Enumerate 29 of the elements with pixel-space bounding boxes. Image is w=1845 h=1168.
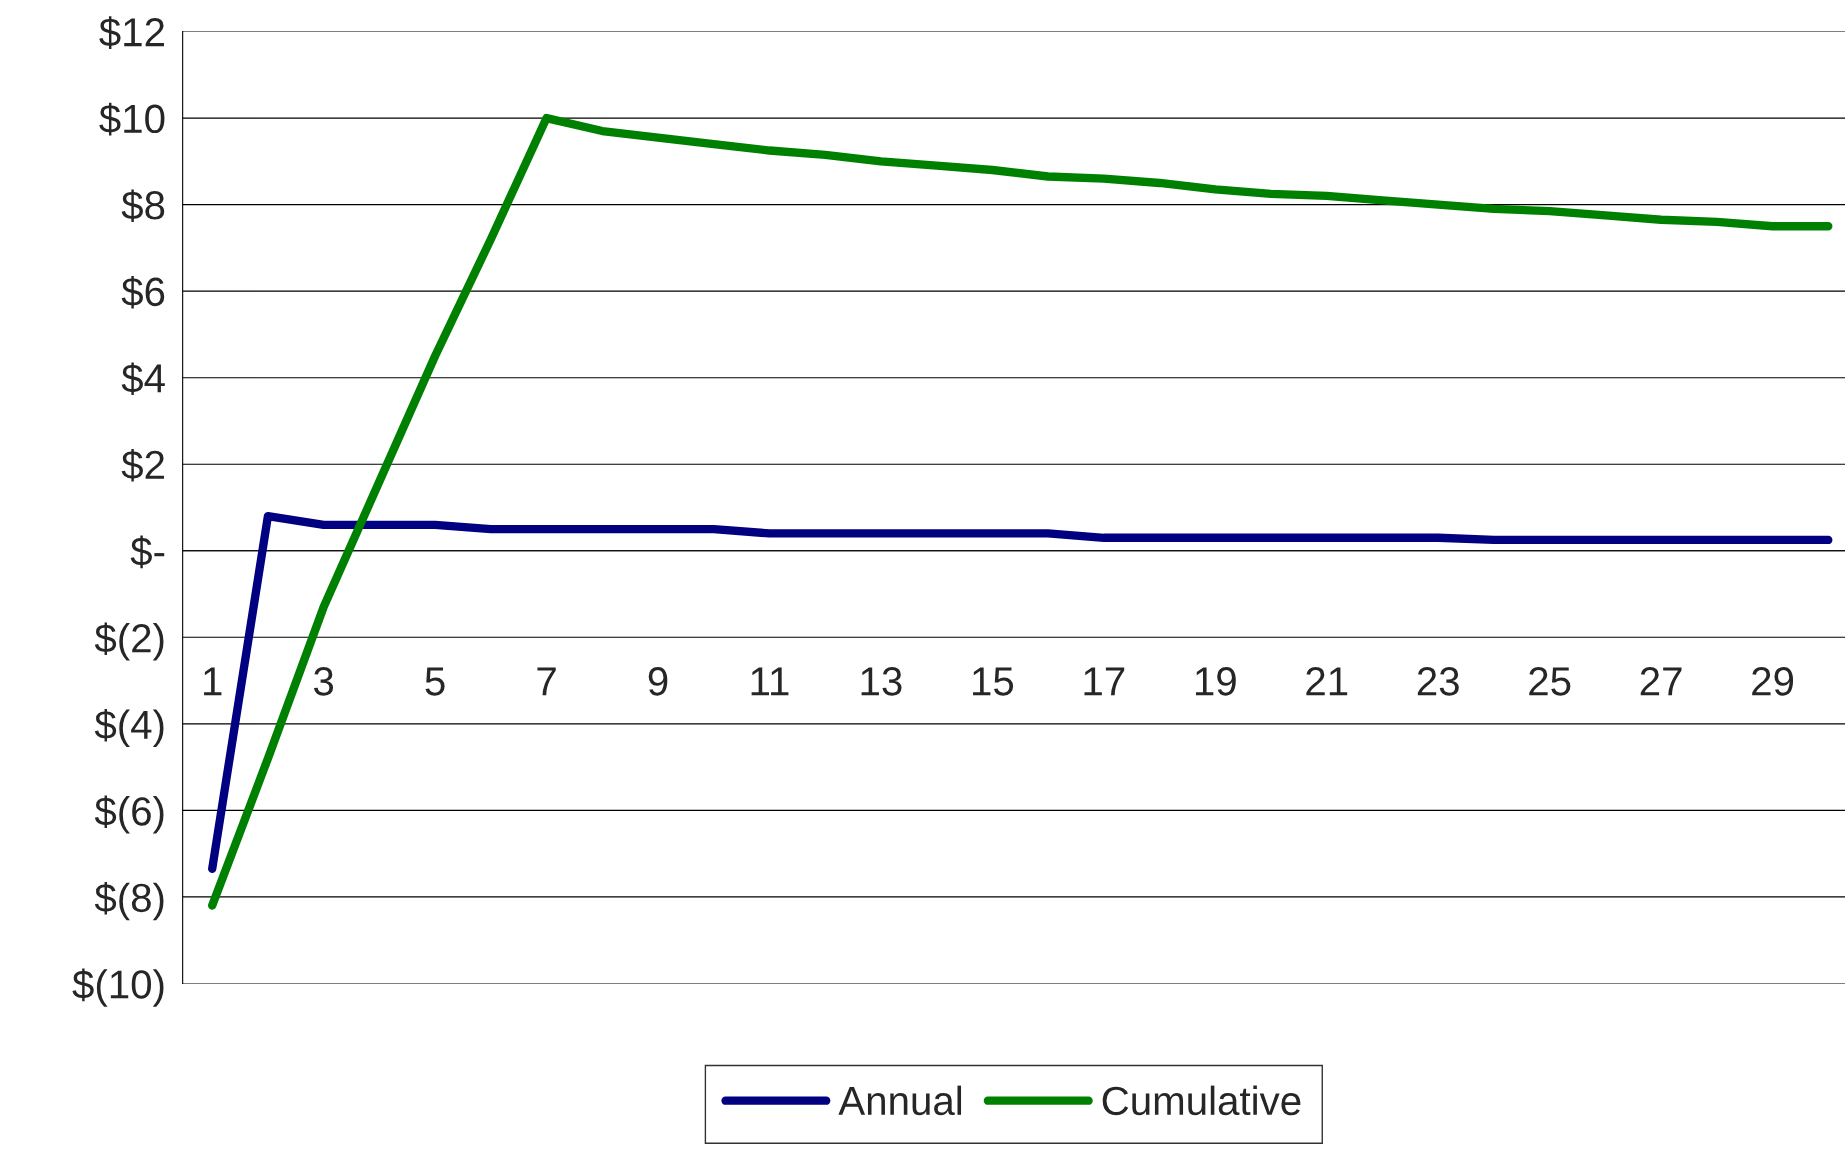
x-tick-label: 7: [537, 667, 556, 696]
y-tick-label: $(2): [94, 622, 164, 661]
x-tick-label: 27: [1640, 667, 1682, 696]
legend-label: Annual: [838, 1085, 962, 1116]
x-tick-label: 5: [425, 667, 445, 696]
x-tick-label: 13: [861, 667, 902, 696]
x-tick-label: 1: [204, 667, 222, 696]
y-tick-label: $12: [99, 16, 164, 49]
x-tick-label: 9: [648, 667, 668, 696]
y-tick-label: $8: [121, 189, 165, 222]
x-tick-label: 17: [1084, 667, 1125, 696]
x-tick-label: 23: [1417, 667, 1459, 696]
x-tick-label: 19: [1195, 667, 1236, 696]
x-tick-label: 25: [1529, 667, 1571, 696]
y-tick-label: $2: [121, 449, 164, 482]
x-tick-label: 3: [313, 667, 334, 696]
y-tick-label: $4: [121, 362, 165, 396]
y-tick-label: $-: [130, 535, 165, 569]
legend-label: Cumulative: [1102, 1085, 1301, 1116]
y-tick-label: $(4): [94, 708, 164, 748]
x-tick-label: 15: [973, 667, 1014, 696]
x-tick-label: 29: [1752, 667, 1794, 696]
y-tick-label: $(6): [94, 795, 164, 834]
y-tick-label: $(8): [94, 882, 164, 921]
y-tick-label: $(10): [72, 968, 164, 1007]
y-tick-label: $10: [99, 102, 165, 136]
x-tick-label: 21: [1306, 667, 1348, 696]
x-tick-label: 11: [751, 667, 789, 696]
y-tick-label: $6: [121, 275, 165, 309]
